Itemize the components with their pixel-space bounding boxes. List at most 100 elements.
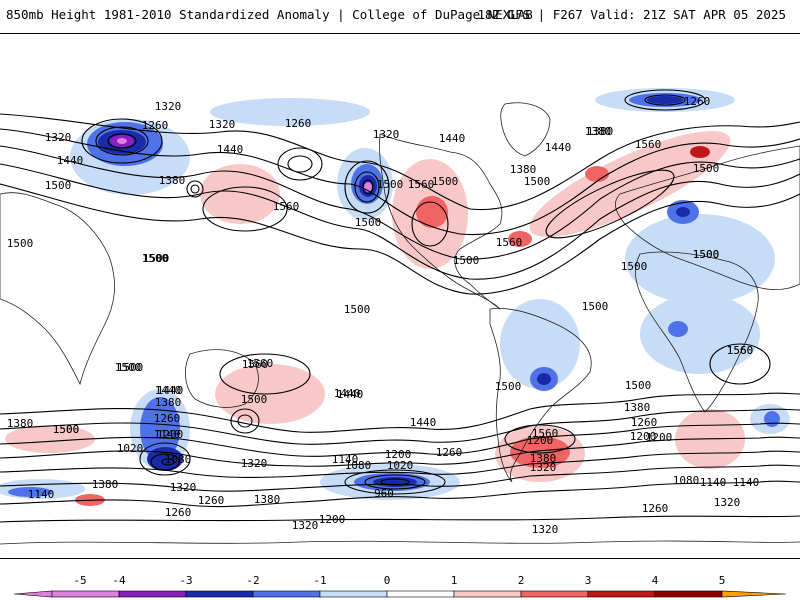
header: 850mb Height 1981-2010 Standardized Anom… [0,0,800,32]
contour-label: 1380 [510,163,537,176]
colorbar-scale: -5 -4 -3 -2 -1 0 1 2 3 4 5 [13,574,787,598]
contour-label: 1140 [733,476,760,489]
anomaly-neg3-arctic-atlantic [647,96,683,104]
contour-label: 1320 [170,481,197,494]
contour-label: 1560 [273,200,300,213]
coastlines [0,102,800,545]
contour-label: 1440 [337,388,364,401]
anomaly-pos2-namerica [416,196,448,228]
contour-low-midpac [186,180,204,198]
contour-1320-south [0,436,800,467]
contour-low-sw-2 [237,414,253,428]
contour-1440-north [0,163,800,280]
contour-1560-spacific [219,353,311,395]
coast-greenland [500,102,551,157]
contour-1560-pacific [202,186,288,232]
anomaly-neg2-se-corner [764,411,780,427]
contour-label: 1320 [530,461,557,474]
contour-1260-north [0,113,800,211]
contour-low-pacific-1 [277,147,323,181]
contour-1560-atlantic [545,169,675,239]
contour-label: 1140 [28,488,55,501]
contour-label: 1560 [727,344,754,357]
colorbar-segment [453,590,522,598]
contour-label: 1560 [727,344,754,357]
colorbar-segment [386,590,455,598]
anomaly-neg2-sw-corner [8,487,52,497]
contour-label: 1500 [142,252,169,265]
anomaly-map: 1320 1320 1260 1440 1500 1380 1320 1260 1320 1440… [0,33,800,559]
contour-label: 1500 [524,175,551,188]
contour-label: 1260 [198,494,225,507]
contour-label: 960 [374,487,394,500]
colorbar-left-arrow [13,590,53,598]
contour-label: 1380 [92,478,119,491]
contour-low-alaska-3 [362,179,374,195]
contour-label: 1440 [545,141,572,154]
contour-label: 1320 [241,457,268,470]
anomaly-pos1-pacific [200,164,280,224]
anomaly-neg3-samerica [537,373,551,385]
contour-low-alaska-1 [344,160,390,214]
contour-label: 1320 [532,523,559,536]
contour-label: 1260 [436,446,463,459]
contour-label: 1560 [496,236,523,249]
contour-label: 1380 [530,452,557,465]
contour-label: 1500 [143,252,170,265]
contour-label: 1500 [693,248,720,261]
contour-label: 1380 [624,401,651,414]
contour-label: 1200 [157,428,184,441]
map-title: 850mb Height 1981-2010 Standardized Anom… [6,7,533,22]
contour-label: 1320 [292,519,319,532]
contour-label: 1200 [527,434,554,447]
contour-label: 1560 [247,357,274,370]
model-run-info: 18Z GFS | F267 Valid: 21Z SAT APR 05 202… [477,7,786,22]
contour-label: 1140 [700,476,727,489]
anomaly-neg3-europe [676,207,690,217]
contour-label: 1500 [495,380,522,393]
contour-label: 1260 [142,119,169,132]
colorbar-tick-label: 2 [518,574,525,587]
contour-label: 1380 [585,125,612,138]
contour-label: 1140 [332,453,359,466]
contour-low-pacific-2 [287,155,313,173]
contour-1140-south [0,480,800,508]
contour-1440-south [0,408,800,445]
contour-label: 1560 [408,178,435,191]
colorbar-tick-label: -1 [313,574,326,587]
colorbar: -5 -4 -3 -2 -1 0 1 2 3 4 5 [13,574,787,598]
contour-label: 1500 [625,379,652,392]
contour-label: 1200 [646,431,673,444]
height-contours [0,89,800,523]
contour-label: 1260 [631,416,658,429]
anomaly-neg1-arctic-pacific [210,98,370,126]
contour-label: 1440 [57,154,84,167]
contour-low-midpac-2 [190,184,200,194]
contour-label: 1380 [7,417,34,430]
contour-low-sindian-1 [139,442,191,476]
contour-label: 1440 [217,143,244,156]
contour-label: 1320 [714,496,741,509]
contour-low-sindian-3 [161,458,175,466]
contour-1500-north [0,183,800,295]
colorbar-tick-label: -2 [246,574,259,587]
anomaly-neg1-africa [640,294,760,374]
colorbar-tick-label: 3 [585,574,592,587]
contour-label: 1080 [165,453,192,466]
contour-1320-north [0,128,800,236]
contour-label: 1500 [7,237,34,250]
contour-label: 1560 [635,138,662,151]
contour-label: 1500 [45,179,72,192]
contour-label: 1500 [432,175,459,188]
contour-low-spac-3 [380,478,410,486]
contour-1560-namerica [411,201,449,247]
contour-low-spac-1 [344,469,446,495]
colorbar-tick-label: -4 [112,574,126,587]
contour-1380-south [0,422,800,457]
colorbar-segment [520,590,589,598]
contour-label: 1500 [117,361,144,374]
contour-label: 1500 [693,248,720,261]
contour-low-sw-1 [230,408,260,434]
